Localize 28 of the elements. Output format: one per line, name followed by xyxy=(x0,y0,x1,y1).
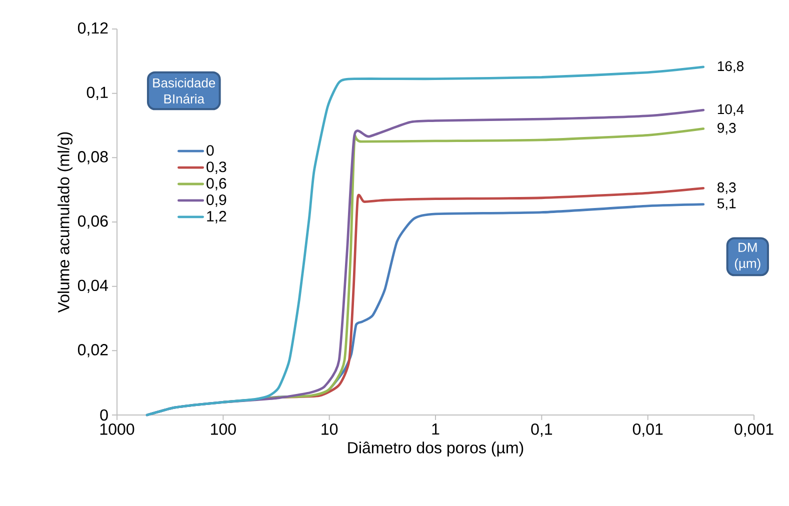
x-tick-label: 1 xyxy=(432,424,440,435)
x-tick-label: 1000 xyxy=(100,424,134,435)
y-tick-label: 0,02 xyxy=(78,344,108,358)
y-tick-label: 0,04 xyxy=(78,280,108,293)
x-tick-label: 0,01 xyxy=(632,424,663,437)
annotation: 8,3 xyxy=(717,182,736,194)
y-tick-label: 0 xyxy=(100,409,108,421)
annotation: 16,8 xyxy=(718,61,744,73)
x-tick-label: 10 xyxy=(322,424,338,435)
x-axis-title: Diâmetro dos poros (µm) xyxy=(348,442,524,457)
x-tick-label: 0,1 xyxy=(531,424,552,437)
annotation: 9,3 xyxy=(718,122,736,134)
legend-label: 1,2 xyxy=(207,210,226,224)
legend-label: 0 xyxy=(206,145,214,156)
y-axis-title: Volume acumulado (ml/g) xyxy=(58,132,73,313)
y-tick-label: 0,08 xyxy=(78,151,108,164)
y-tick-label: 0,1 xyxy=(86,86,108,100)
annotation: 5,1 xyxy=(717,198,736,210)
x-tick-label: 0,001 xyxy=(734,424,774,437)
legend-label: 0,9 xyxy=(206,194,226,207)
legend-title: Basicidade BInária xyxy=(153,78,216,104)
legend-label: 0,6 xyxy=(206,178,226,190)
annotation: 10,4 xyxy=(718,104,744,116)
annotation: DM (µm) xyxy=(734,242,760,271)
x-tick-label: 100 xyxy=(211,424,236,435)
y-tick-label: 0,12 xyxy=(78,22,108,36)
legend-label: 0,3 xyxy=(206,162,226,174)
y-tick-label: 0,06 xyxy=(78,215,108,229)
